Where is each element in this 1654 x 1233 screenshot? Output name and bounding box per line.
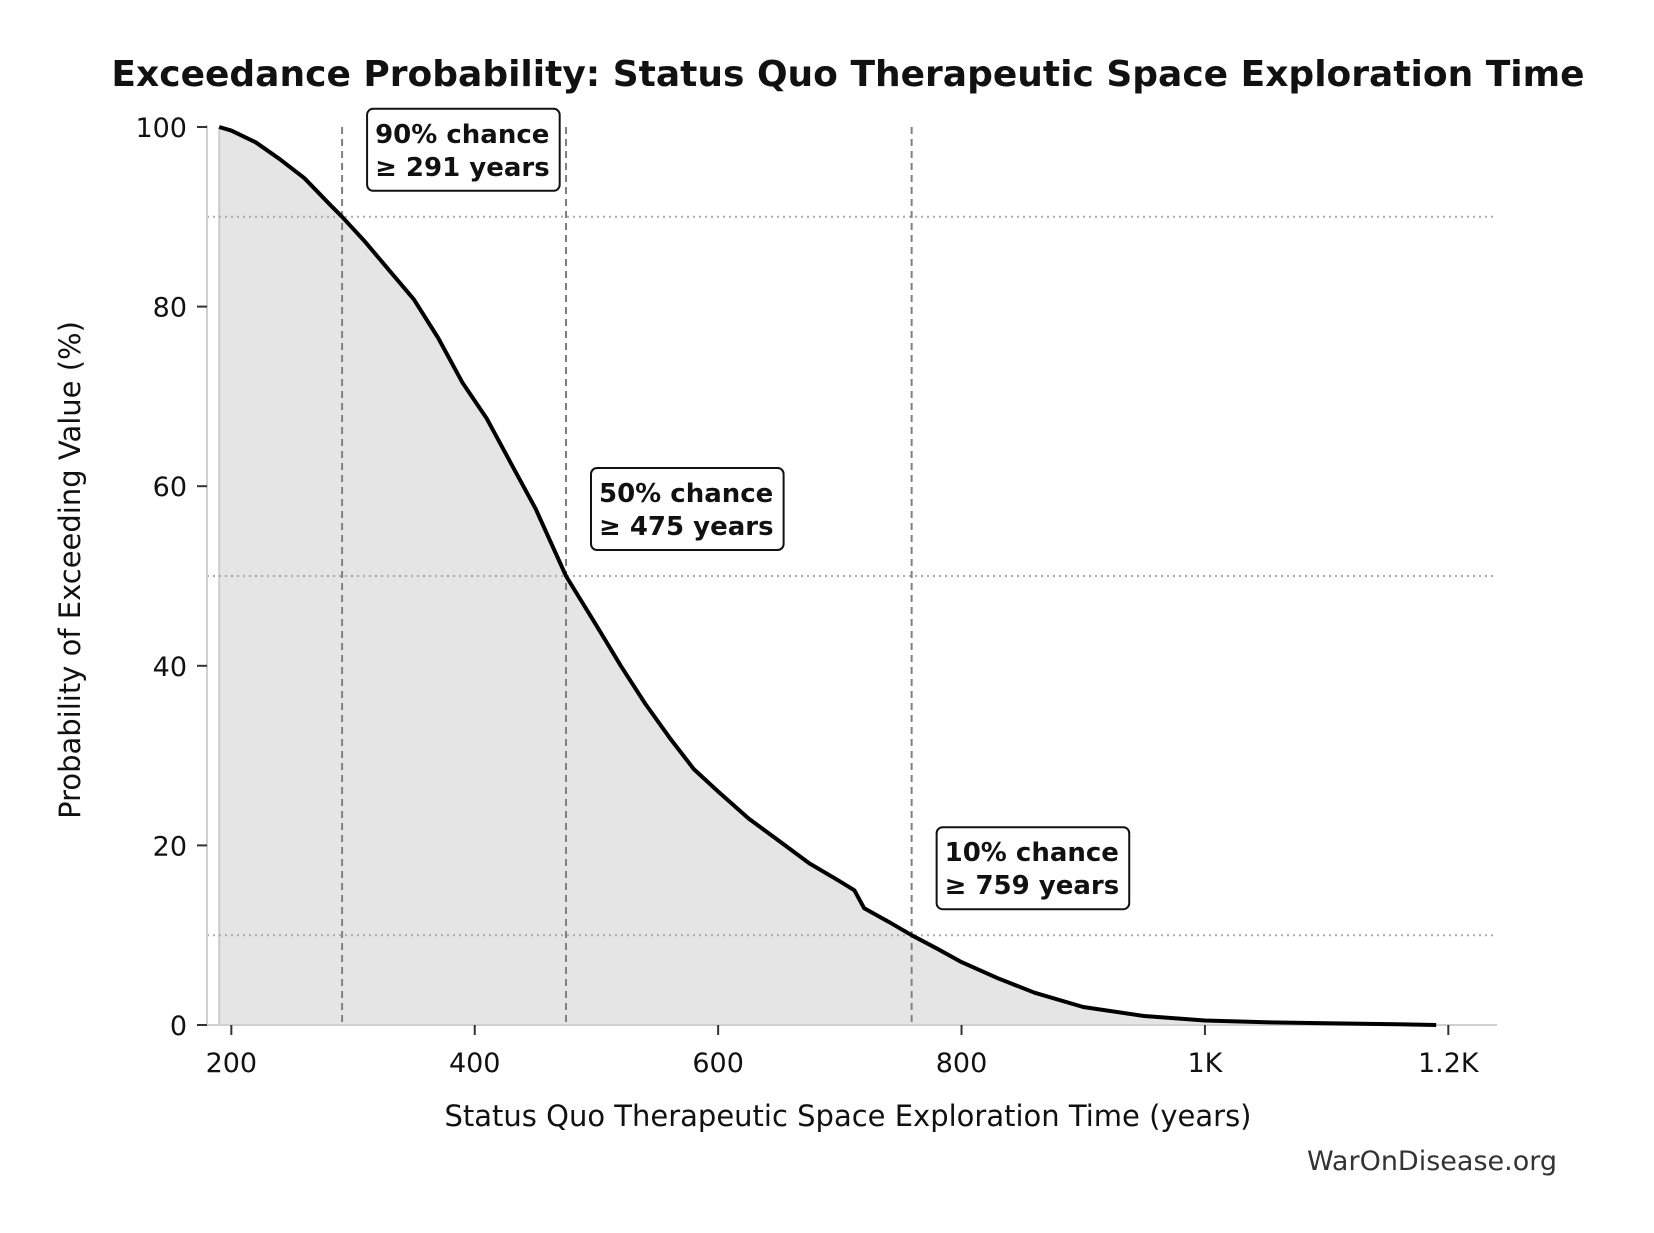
x-tick-label: 1.2K [1418,1048,1480,1079]
annotation-line2: ≥ 291 years [375,153,550,183]
annotation-line1: 90% chance [375,120,549,150]
y-tick-label: 100 [135,113,187,144]
x-axis-label: Status Quo Therapeutic Space Exploration… [444,1099,1251,1133]
area-fill [219,127,1437,1025]
annotation-line2: ≥ 475 years [599,512,774,542]
x-tick-label: 800 [936,1048,988,1079]
annotation-frame [590,467,785,551]
annotation-line1: 50% chance [599,479,773,509]
y-tick-label: 60 [153,472,187,503]
annotation-frame [366,107,561,192]
chart-title: Exceedance Probability: Status Quo Thera… [111,54,1584,95]
credit-text: WarOnDisease.org [1307,1146,1557,1177]
y-axis-label: Probability of Exceeding Value (%) [53,321,87,819]
plot-area: 0 20 40 60 80 100 200 400 600 800 1K 1.2K 90% chance… [135,107,1497,1079]
annotation-line2: ≥ 759 years [945,871,1120,901]
annotation-box: 50% chance≥ 475 years [590,467,785,551]
annotation-box: 90% chance≥ 291 years [366,107,561,192]
y-tick-label: 20 [153,831,187,862]
annotation-frame [935,826,1131,911]
annotation-line1: 10% chance [945,838,1119,868]
x-tick-label: 1K [1187,1048,1223,1079]
annotation-box: 10% chance≥ 759 years [935,826,1131,911]
y-tick-label: 0 [170,1011,187,1042]
series-line [218,125,1437,1027]
x-tick-label: 400 [449,1048,501,1079]
x-tick-label: 600 [692,1048,744,1079]
y-tick-label: 40 [153,652,187,683]
x-tick-label: 200 [206,1048,258,1079]
y-tick-label: 80 [153,293,187,324]
